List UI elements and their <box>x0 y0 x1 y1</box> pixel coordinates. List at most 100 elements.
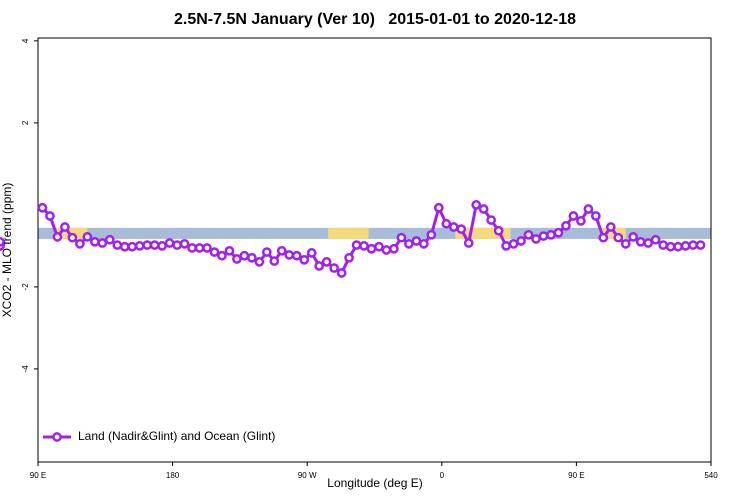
data-point <box>134 241 145 251</box>
data-point <box>478 204 489 214</box>
data-point <box>314 261 325 271</box>
data-point <box>119 241 130 252</box>
data-point <box>247 252 257 263</box>
land-band <box>600 227 626 239</box>
x-axis-label: Longitude (deg E) <box>327 476 422 490</box>
data-point <box>142 240 153 250</box>
data-point <box>261 247 272 257</box>
land-band <box>455 227 511 239</box>
data-point <box>471 200 482 210</box>
data-point <box>254 257 265 267</box>
data-point <box>658 240 668 250</box>
data-point <box>359 241 369 251</box>
legend-marker <box>52 432 62 442</box>
y-tick-label: -4 <box>21 365 30 373</box>
data-point <box>613 232 624 243</box>
data-point <box>75 238 85 249</box>
data-point <box>187 243 197 253</box>
data-point <box>590 211 601 221</box>
data-point <box>0 236 5 247</box>
data-point <box>366 243 377 254</box>
data-point <box>508 238 519 249</box>
data-point <box>351 240 362 250</box>
data-point <box>202 243 212 253</box>
data-point <box>643 238 654 248</box>
data-point <box>149 240 160 250</box>
data-point <box>493 225 504 236</box>
data-point <box>456 224 467 234</box>
data-point <box>269 256 280 266</box>
x-tick-label: 90 E <box>30 471 46 480</box>
data-point <box>299 254 310 265</box>
y-axis-label: XCO2 - MLO trend (ppm) <box>0 183 14 318</box>
data-point <box>605 222 616 232</box>
data-point <box>486 215 497 225</box>
x-tick-label: 180 <box>166 471 180 480</box>
data-point <box>688 240 698 250</box>
data-point <box>523 229 534 240</box>
data-point <box>433 202 444 213</box>
data-point <box>89 236 100 247</box>
data-point <box>239 250 250 261</box>
data-point <box>501 241 511 251</box>
data-point <box>553 227 564 238</box>
data-point <box>389 243 399 254</box>
ocean-band <box>38 227 711 239</box>
y-tick-label: -2 <box>21 283 30 291</box>
data-point <box>157 241 167 251</box>
chart-title: 2.5N-7.5N January (Ver 10) 2015-01-01 to… <box>174 11 576 28</box>
data-point <box>67 232 78 243</box>
data-point <box>82 232 93 242</box>
data-point <box>576 216 586 226</box>
data-point <box>673 241 683 252</box>
data-point <box>620 238 631 249</box>
data-point <box>635 236 646 247</box>
data-point <box>37 202 48 213</box>
data-point <box>306 248 317 258</box>
data-point <box>224 245 235 256</box>
data-point <box>396 232 407 243</box>
x-tick-label: 90 E <box>568 471 584 480</box>
x-tick-label: 0 <box>440 471 445 480</box>
data-point <box>329 263 339 273</box>
data-point <box>665 241 676 252</box>
data-point <box>127 241 138 252</box>
data-point <box>680 241 691 251</box>
data-point <box>448 222 459 232</box>
data-point <box>336 268 347 278</box>
data-point <box>441 218 452 229</box>
data-point <box>276 245 287 256</box>
data-point <box>568 211 579 221</box>
x-tick-label: 540 <box>704 471 718 480</box>
data-point <box>546 229 556 240</box>
data-point <box>291 250 302 261</box>
data-point <box>344 252 354 263</box>
data-point <box>411 236 422 246</box>
data-point <box>284 250 295 260</box>
data-point <box>60 222 70 232</box>
data-point <box>628 232 639 242</box>
data-point <box>321 257 332 267</box>
y-tick-label: 2 <box>21 120 30 125</box>
data-point <box>179 238 190 249</box>
data-point <box>194 243 205 253</box>
data-point <box>426 229 437 240</box>
data-point <box>419 238 429 249</box>
data-point <box>217 250 227 261</box>
data-point <box>538 231 549 241</box>
data-point <box>374 241 384 252</box>
data-point <box>531 234 541 244</box>
data-point <box>598 232 609 243</box>
data-point <box>104 234 115 245</box>
data-point <box>164 238 175 248</box>
plot-frame <box>37 37 712 463</box>
data-point <box>209 247 220 257</box>
data-point <box>650 234 661 245</box>
data-point <box>561 220 571 231</box>
land-band <box>328 227 369 239</box>
data-point <box>381 245 392 255</box>
data-point <box>463 238 474 248</box>
y-tick-label: 4 <box>21 38 30 43</box>
data-point <box>172 240 182 250</box>
